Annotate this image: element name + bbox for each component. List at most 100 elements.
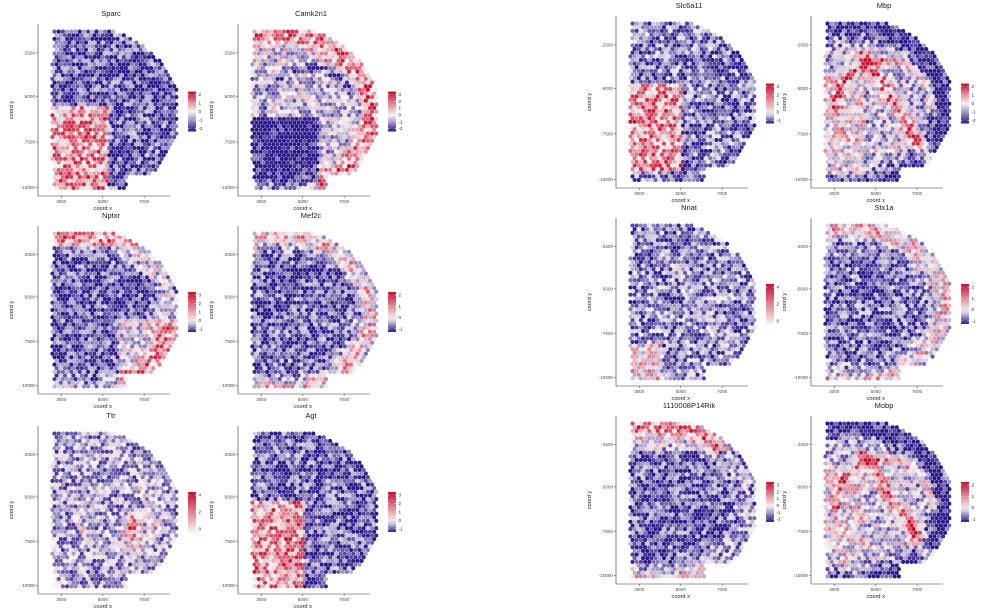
expression-spot — [869, 119, 874, 124]
expression-spot — [703, 47, 709, 52]
expression-spot — [938, 108, 943, 113]
legend-tick-label: 0 — [399, 113, 402, 118]
expression-spot — [867, 65, 872, 70]
expression-spot — [159, 149, 164, 154]
expression-spot — [865, 39, 870, 44]
expression-spot — [357, 145, 362, 151]
expression-spot — [907, 39, 912, 44]
legend-tick-label: 1 — [399, 106, 402, 111]
expression-spot — [672, 130, 677, 135]
expression-spot — [311, 95, 316, 100]
expression-spot — [271, 171, 276, 176]
expression-spot — [827, 177, 832, 183]
expression-spot — [945, 90, 950, 95]
expression-spot — [67, 105, 72, 111]
expression-spot — [159, 69, 164, 74]
expression-spot — [54, 264, 59, 269]
expression-spot — [117, 105, 122, 111]
expression-spot — [115, 65, 120, 71]
expression-spot — [638, 123, 643, 128]
expression-spot — [157, 73, 162, 78]
expression-spot — [325, 142, 331, 147]
expression-spot — [267, 33, 272, 38]
expression-spot — [172, 91, 177, 96]
expression-spot — [842, 43, 847, 48]
expression-spot — [666, 112, 671, 117]
expression-spot — [107, 260, 112, 265]
expression-spot — [869, 105, 874, 110]
expression-spot — [370, 138, 375, 143]
expression-spot — [638, 21, 643, 26]
expression-spot — [60, 102, 65, 107]
expression-spot — [875, 28, 880, 33]
expression-spot — [861, 25, 866, 30]
expression-spot — [752, 116, 757, 121]
expression-spot — [138, 69, 143, 74]
expression-spot — [890, 54, 895, 59]
expression-spot — [77, 238, 82, 243]
expression-spot — [315, 51, 320, 56]
expression-spot — [888, 79, 893, 84]
expression-spot — [109, 149, 114, 154]
expression-spot — [109, 264, 114, 269]
expression-spot — [882, 112, 887, 117]
expression-spot — [653, 141, 658, 146]
expression-spot — [720, 97, 725, 103]
expression-spot — [346, 149, 352, 154]
expression-spot — [880, 36, 885, 41]
expression-spot — [62, 249, 68, 254]
expression-spot — [290, 109, 295, 114]
expression-spot — [682, 54, 688, 59]
expression-spot — [304, 127, 310, 132]
expression-spot — [136, 260, 141, 265]
expression-spot — [634, 79, 639, 84]
expression-spot — [334, 69, 339, 74]
expression-spot — [165, 95, 170, 100]
expression-spot — [75, 235, 80, 240]
expression-spot — [846, 101, 851, 106]
expression-spot — [60, 87, 65, 92]
expression-spot — [672, 28, 677, 33]
expression-spot — [894, 148, 899, 153]
expression-spot — [54, 55, 59, 60]
expression-spot — [128, 238, 133, 243]
expression-spot — [90, 116, 95, 121]
expression-spot — [338, 98, 343, 103]
expression-spot — [699, 47, 704, 52]
expression-spot — [922, 79, 927, 84]
expression-spot — [140, 138, 145, 143]
expression-spot — [142, 62, 147, 67]
expression-spot — [346, 105, 352, 111]
expression-spot — [655, 130, 660, 135]
expression-spot — [701, 116, 706, 121]
expression-spot — [651, 43, 656, 48]
expression-spot — [699, 141, 704, 146]
expression-spot — [111, 124, 116, 129]
expression-spot — [361, 124, 366, 129]
expression-spot — [117, 178, 122, 183]
expression-spot — [731, 108, 736, 113]
expression-spot — [130, 164, 135, 169]
expression-spot — [155, 105, 160, 111]
expression-spot — [724, 68, 730, 73]
expression-spot — [315, 102, 320, 107]
expression-spot — [632, 163, 637, 168]
expression-spot — [344, 124, 349, 129]
expression-spot — [332, 138, 337, 143]
expression-spot — [875, 137, 880, 143]
expression-spot — [62, 271, 68, 276]
expression-spot — [269, 145, 274, 151]
expression-spot — [896, 108, 901, 113]
expression-spot — [58, 62, 63, 67]
expression-spot — [901, 108, 906, 113]
expression-spot — [302, 44, 307, 49]
expression-spot — [79, 98, 84, 103]
expression-spot — [88, 142, 93, 147]
expression-spot — [357, 87, 362, 92]
expression-spot — [924, 134, 929, 139]
expression-spot — [73, 58, 78, 63]
expression-spot — [670, 148, 675, 153]
expression-spot — [697, 101, 702, 106]
expression-spot — [83, 185, 89, 191]
expression-spot — [632, 141, 637, 146]
